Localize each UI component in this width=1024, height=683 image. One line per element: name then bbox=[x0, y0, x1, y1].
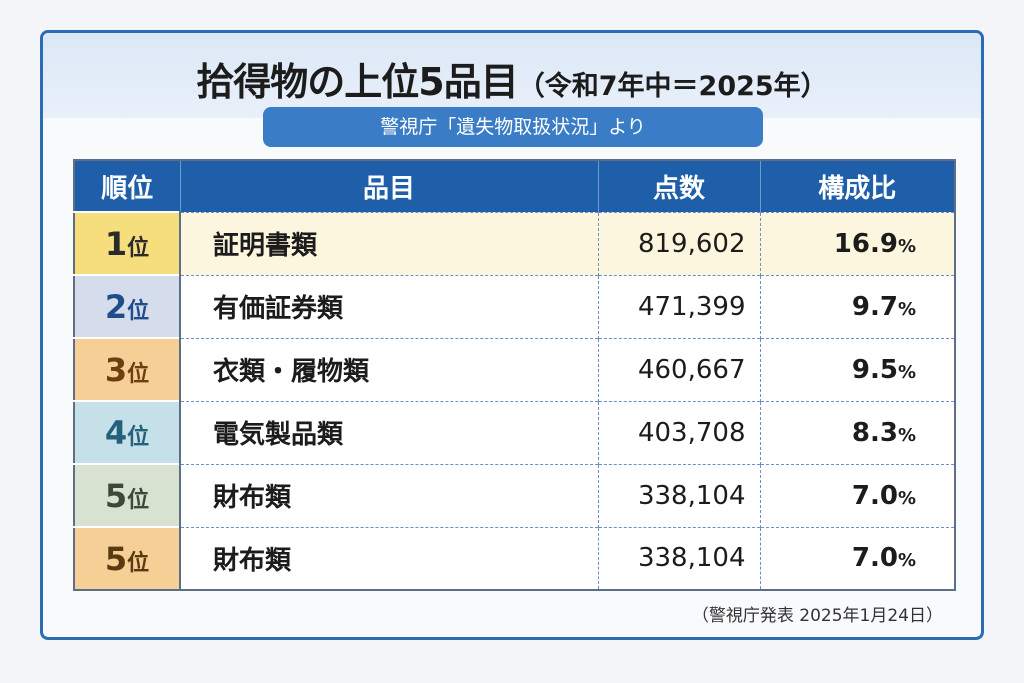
ratio-value: 9.7 bbox=[851, 291, 898, 322]
source-footnote: （警視庁発表 2025年1月24日） bbox=[691, 606, 943, 626]
rank-number: 3 bbox=[104, 350, 128, 389]
count-cell: 403,708 bbox=[598, 400, 761, 464]
count-cell: 471,399 bbox=[598, 274, 761, 338]
rank-suffix: 位 bbox=[127, 235, 150, 261]
rank-number: 4 bbox=[104, 413, 128, 452]
item-cell: 証明書類 bbox=[180, 211, 599, 275]
ratio-value: 8.3 bbox=[851, 417, 898, 448]
item-cell: 財布類 bbox=[180, 463, 599, 527]
table-row: 4位 電気製品類 403,708 8.3% bbox=[74, 400, 956, 464]
rank-suffix: 位 bbox=[127, 424, 150, 450]
ratio-value: 7.0 bbox=[851, 543, 898, 574]
rank-cell: 2位 bbox=[74, 274, 181, 338]
table-row: 1位 証明書類 819,602 16.9% bbox=[74, 211, 956, 275]
title-sub: （令和7年中＝2025年） bbox=[517, 71, 828, 102]
ranking-table: 順位 品目 点数 構成比 1位 証明書類 819,602 16.9% 2位 有価証券類 47… bbox=[73, 159, 956, 591]
header-ratio: 構成比 bbox=[760, 160, 956, 212]
rank-suffix: 位 bbox=[127, 550, 150, 576]
item-cell: 財布類 bbox=[180, 526, 599, 590]
rank-number: 5 bbox=[104, 476, 128, 515]
source-badge: 警視庁「遺失物取扱状況」より bbox=[263, 107, 763, 147]
ratio-unit: % bbox=[897, 235, 916, 257]
header-count: 点数 bbox=[598, 160, 761, 212]
header-rank: 順位 bbox=[74, 160, 181, 212]
item-cell: 衣類・履物類 bbox=[180, 337, 599, 401]
count-cell: 819,602 bbox=[598, 211, 761, 275]
ratio-cell: 7.0% bbox=[760, 526, 956, 590]
ratio-value: 7.0 bbox=[851, 480, 898, 511]
ratio-cell: 9.5% bbox=[760, 337, 956, 401]
rank-suffix: 位 bbox=[127, 361, 150, 387]
ratio-value: 9.5 bbox=[851, 354, 898, 385]
ratio-cell: 7.0% bbox=[760, 463, 956, 527]
item-cell: 電気製品類 bbox=[180, 400, 599, 464]
rank-number: 5 bbox=[104, 539, 128, 578]
ratio-unit: % bbox=[897, 424, 916, 446]
ratio-unit: % bbox=[897, 487, 916, 509]
page-title: 拾得物の上位5品目（令和7年中＝2025年） bbox=[43, 51, 981, 106]
rank-cell: 4位 bbox=[74, 400, 181, 464]
count-cell: 338,104 bbox=[598, 526, 761, 590]
ratio-unit: % bbox=[897, 361, 916, 383]
rank-number: 2 bbox=[104, 287, 128, 326]
table-row: 3位 衣類・履物類 460,667 9.5% bbox=[74, 337, 956, 401]
table-row: 5位 財布類 338,104 7.0% bbox=[74, 463, 956, 527]
header-background bbox=[43, 33, 981, 118]
ratio-cell: 16.9% bbox=[760, 211, 956, 275]
rank-cell: 1位 bbox=[74, 211, 181, 275]
title-main: 拾得物の上位5品目 bbox=[196, 60, 518, 104]
rank-cell: 5位 bbox=[74, 526, 181, 590]
header-item: 品目 bbox=[180, 160, 599, 212]
table-row: 2位 有価証券類 471,399 9.7% bbox=[74, 274, 956, 338]
table-row: 5位 財布類 338,104 7.0% bbox=[74, 526, 956, 590]
ratio-unit: % bbox=[897, 550, 916, 572]
item-cell: 有価証券類 bbox=[180, 274, 599, 338]
count-cell: 338,104 bbox=[598, 463, 761, 527]
table-header: 順位 品目 点数 構成比 bbox=[74, 160, 956, 212]
count-cell: 460,667 bbox=[598, 337, 761, 401]
rank-cell: 5位 bbox=[74, 463, 181, 527]
ratio-unit: % bbox=[897, 298, 916, 320]
rank-suffix: 位 bbox=[127, 487, 150, 513]
ratio-cell: 9.7% bbox=[760, 274, 956, 338]
rank-cell: 3位 bbox=[74, 337, 181, 401]
rank-suffix: 位 bbox=[127, 298, 150, 324]
ratio-value: 16.9 bbox=[833, 228, 898, 259]
rank-number: 1 bbox=[104, 224, 128, 263]
infographic-card: 拾得物の上位5品目（令和7年中＝2025年） 警視庁「遺失物取扱状況」より 順位… bbox=[40, 30, 984, 640]
ratio-cell: 8.3% bbox=[760, 400, 956, 464]
